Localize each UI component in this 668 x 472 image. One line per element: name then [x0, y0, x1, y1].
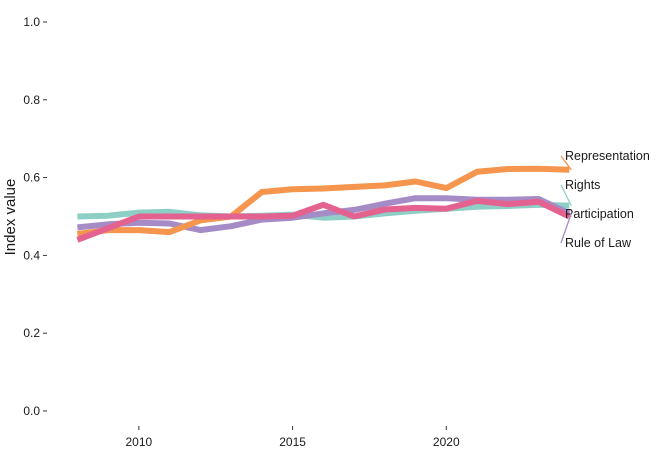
label-leader-representation	[560, 155, 572, 171]
y-axis-title: Index value	[2, 179, 19, 256]
series-label-rule-of-law: Rule of Law	[565, 236, 632, 250]
series-label-rights: Rights	[565, 178, 600, 192]
x-axis: 2010 2015 2020	[126, 426, 460, 449]
y-axis: 0.0 0.2 0.4 0.6 0.8 1.0	[23, 15, 47, 418]
series-label-representation: Representation	[565, 149, 650, 163]
y-tick-label: 0.4	[23, 248, 40, 262]
x-tick-label: 2020	[433, 435, 460, 449]
x-tick-label: 2015	[279, 435, 306, 449]
y-tick-label: 0.8	[23, 93, 40, 107]
series-labels: Representation Rights Participation Rule of…	[560, 149, 650, 250]
y-tick-label: 0.0	[23, 404, 40, 418]
y-tick-label: 1.0	[23, 15, 40, 29]
series-line-participation	[76, 197, 571, 243]
series-line-representation	[77, 165, 570, 237]
label-leader-participation	[560, 213, 572, 218]
y-tick-label: 0.6	[23, 171, 40, 185]
label-leader-rights	[560, 184, 572, 206]
series-line-rights	[77, 201, 570, 221]
x-tick-label: 2010	[126, 435, 153, 449]
y-tick-label: 0.2	[23, 326, 40, 340]
series-label-participation: Participation	[565, 207, 634, 221]
label-leader-rule-of-law	[560, 213, 572, 244]
series-layer	[76, 165, 571, 243]
